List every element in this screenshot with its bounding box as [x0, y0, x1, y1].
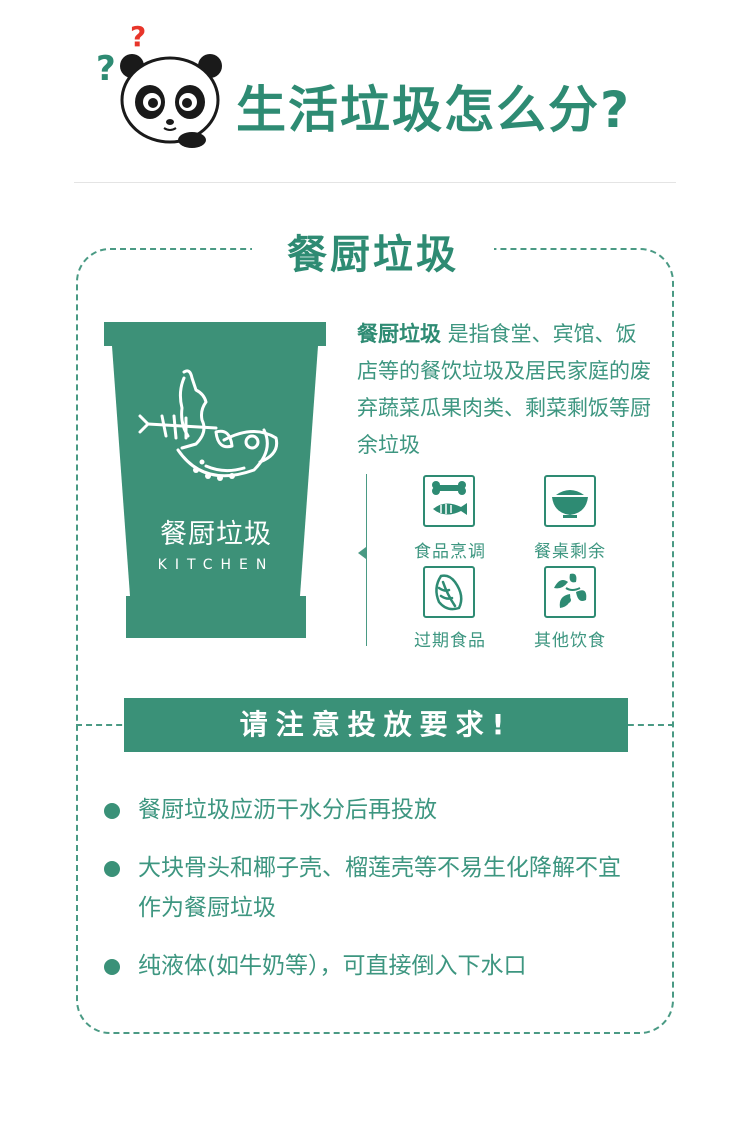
rule-text: 餐厨垃圾应沥干水分后再投放 [138, 797, 437, 823]
kitchen-bin-icon [104, 322, 326, 638]
description: 餐厨垃圾 是指食堂、宾馆、饭店等的餐饮垃圾及居民家庭的废弃蔬菜瓜果肉类、剩菜剩饭… [357, 316, 657, 464]
svg-text:?: ? [96, 49, 116, 89]
vertical-divider [366, 474, 367, 646]
page-title: 生活垃圾怎么分? [236, 81, 632, 139]
panda-mascot-icon: ? ? [96, 22, 222, 148]
pointer-arrow-icon [358, 547, 366, 559]
bin-label-english: KITCHEN [157, 557, 275, 573]
bin-label: 餐厨垃圾 [160, 519, 272, 550]
title-gap [252, 236, 494, 266]
header-divider [74, 182, 676, 183]
bullet-icon [104, 959, 120, 975]
rule-item: 餐厨垃圾应沥干水分后再投放 [104, 790, 664, 830]
rule-text: 大块骨头和椰子壳、榴莲壳等不易生化降解不宜作为餐厨垃圾 [138, 855, 621, 921]
notice-banner: 请注意投放要求! [124, 698, 628, 752]
category-label: 过期食品 [414, 631, 486, 651]
rule-item: 大块骨头和椰子壳、榴莲壳等不易生化降解不宜作为餐厨垃圾 [104, 848, 664, 928]
description-text: 是指食堂、宾馆、饭店等的餐饮垃圾及居民家庭的废弃蔬菜瓜果肉类、剩菜剩饭等厨余垃圾 [357, 322, 651, 457]
bone-fish-icon [423, 475, 475, 527]
rule-item: 纯液体(如牛奶等），可直接倒入下水口 [104, 946, 664, 986]
description-term: 餐厨垃圾 [357, 322, 441, 346]
svg-text:?: ? [130, 22, 146, 53]
section-title: 餐厨垃圾 [287, 232, 459, 278]
cabbage-icon [423, 566, 475, 618]
category-label: 餐桌剩余 [534, 542, 606, 562]
bowl-icon [544, 475, 596, 527]
bullet-icon [104, 861, 120, 877]
rule-text: 纯液体(如牛奶等），可直接倒入下水口 [138, 953, 527, 979]
vegetables-icon [544, 566, 596, 618]
category-label: 食品烹调 [414, 542, 486, 562]
category-label: 其他饮食 [534, 631, 606, 651]
bullet-icon [104, 803, 120, 819]
